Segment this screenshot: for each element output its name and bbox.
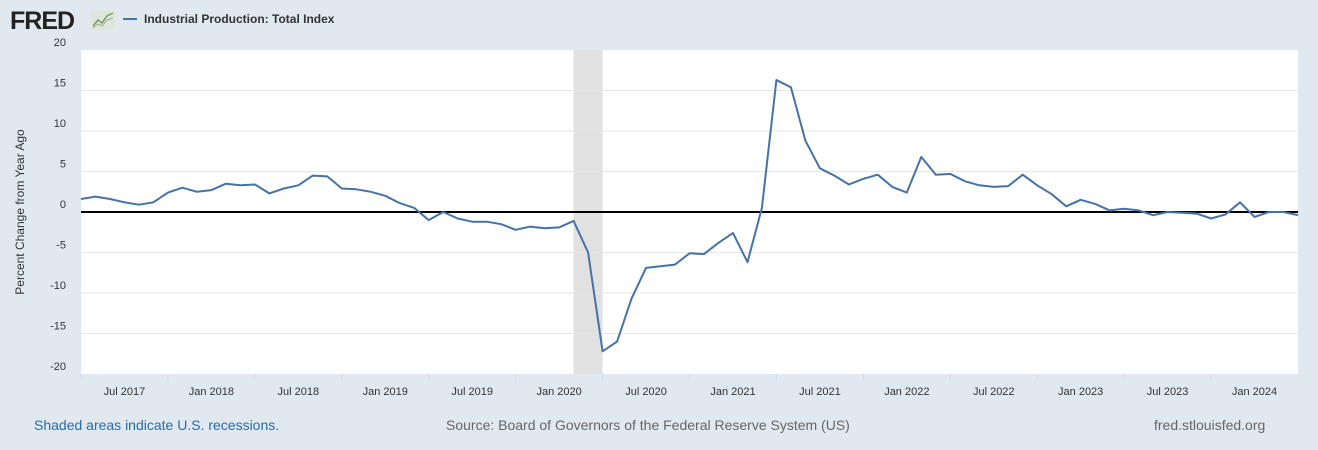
x-tick-label: Jan 2022 (884, 386, 929, 398)
x-tick-label: Jan 2019 (363, 386, 408, 398)
fred-logo[interactable]: FRED (10, 7, 75, 35)
x-tick-label: Jan 2018 (189, 386, 234, 398)
site-link[interactable]: fred.stlouisfed.org (1154, 417, 1266, 433)
x-tick-label: Jul 2023 (1147, 386, 1189, 398)
legend-label: Industrial Production: Total Index (144, 12, 335, 26)
y-tick-label: 5 (60, 159, 66, 171)
x-tick-label: Jan 2021 (710, 386, 755, 398)
y-tick-label: 10 (54, 118, 66, 130)
y-tick-label: -20 (50, 361, 66, 373)
x-tick-label: Jan 2020 (536, 386, 581, 398)
y-tick-label: 0 (60, 199, 66, 211)
y-tick-label: 20 (54, 37, 66, 49)
y-tick-label: -15 (50, 321, 66, 333)
source-text: Source: Board of Governors of the Federa… (446, 417, 850, 433)
x-tick-label: Jan 2024 (1232, 386, 1277, 398)
legend: Industrial Production: Total Index (123, 12, 334, 26)
x-tick-label: Jan 2023 (1058, 386, 1103, 398)
x-tick-label: Jul 2022 (973, 386, 1015, 398)
fred-graph-icon (91, 10, 115, 30)
legend-swatch (123, 18, 137, 20)
x-tick-label: Jul 2020 (625, 386, 667, 398)
x-tick-label: Jul 2017 (104, 386, 146, 398)
y-axis-label: Percent Change from Year Ago (13, 129, 27, 295)
x-tick-label: Jul 2018 (278, 386, 320, 398)
x-tick-label: Jul 2019 (451, 386, 493, 398)
y-tick-label: -5 (56, 240, 66, 252)
x-tick-label: Jul 2021 (799, 386, 841, 398)
series-line (80, 79, 1299, 353)
recession-note-link[interactable]: Shaded areas indicate U.S. recessions. (34, 417, 280, 433)
y-tick-label: 15 (54, 78, 66, 90)
y-tick-label: -10 (50, 280, 66, 292)
